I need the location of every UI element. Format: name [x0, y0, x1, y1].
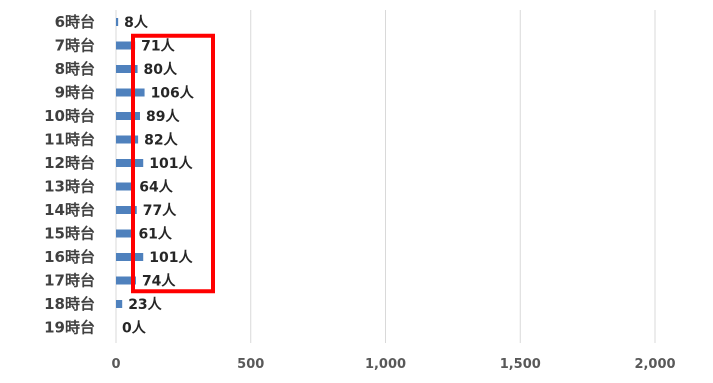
data-label: 106人 [151, 85, 195, 102]
category-label: 18時台 [44, 295, 95, 313]
x-tick-label: 0 [111, 357, 120, 372]
bar [116, 112, 140, 120]
bar [116, 159, 144, 167]
category-label: 6時台 [55, 13, 95, 31]
data-label: 77人 [143, 202, 177, 219]
bar [116, 182, 134, 191]
data-label: 80人 [144, 61, 178, 78]
bars [116, 18, 145, 308]
bar [116, 88, 145, 97]
category-label: 8時台 [55, 60, 95, 78]
data-label: 23人 [128, 296, 162, 313]
highlight-box [131, 33, 215, 294]
data-label: 8人 [124, 14, 149, 31]
category-label: 7時台 [55, 37, 95, 55]
data-label: 0人 [122, 320, 147, 337]
x-tick-label: 1,000 [365, 357, 406, 372]
bar [116, 300, 123, 308]
data-label: 89人 [146, 108, 180, 125]
bar [116, 18, 119, 26]
bar [116, 229, 133, 238]
x-tick-label: 2,000 [634, 357, 675, 372]
bar [116, 65, 138, 73]
x-tick-label: 1,500 [500, 357, 541, 372]
category-label: 15時台 [44, 225, 95, 243]
category-label: 13時台 [44, 178, 95, 196]
bar [116, 135, 139, 144]
bar [116, 276, 136, 285]
grid-lines [115, 10, 656, 343]
category-label: 10時台 [44, 107, 95, 125]
category-label: 17時台 [44, 272, 95, 290]
category-label: 12時台 [44, 154, 95, 172]
x-tick-label: 500 [237, 357, 264, 372]
data-label: 61人 [138, 226, 172, 243]
category-label: 16時台 [44, 248, 95, 266]
data-labels: 8人 71人 80人 106人 89人 82人 101人 64人 77人 61人 101人 74人 23… [122, 14, 195, 337]
data-label: 74人 [142, 273, 176, 290]
category-label: 14時台 [44, 201, 95, 219]
data-label: 71人 [141, 38, 175, 55]
x-tick-labels: 0 500 1,000 1,500 2,000 [111, 357, 675, 372]
bar [116, 206, 137, 214]
data-label: 82人 [144, 132, 178, 149]
bar [116, 41, 136, 50]
data-label: 64人 [139, 179, 173, 196]
category-label: 19時台 [44, 319, 95, 337]
data-label: 101人 [149, 249, 193, 266]
category-label: 11時台 [44, 131, 95, 149]
bar [116, 253, 144, 261]
category-labels: 6時台 7時台 8時台 9時台 10時台 11時台 12時台 13時台 14時台 15時台 16時台… [44, 13, 95, 337]
category-label: 9時台 [55, 84, 95, 102]
data-label: 101人 [149, 155, 193, 172]
